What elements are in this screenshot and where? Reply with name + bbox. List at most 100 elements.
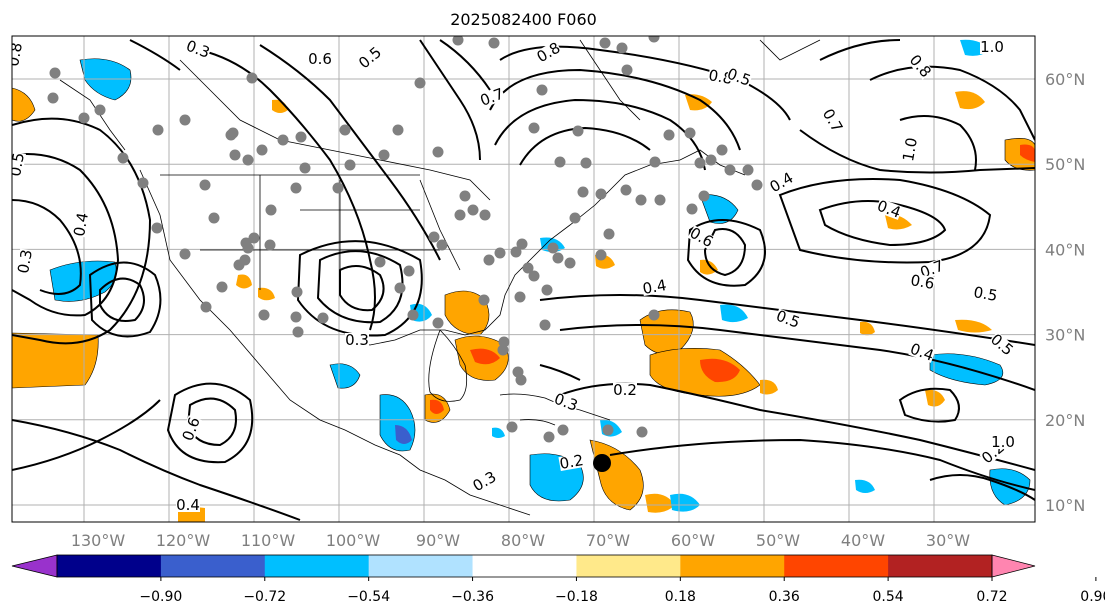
longitude-label: 80°W — [501, 531, 545, 550]
gray-dot — [78, 112, 90, 124]
gray-dot — [292, 326, 304, 338]
gray-dot — [208, 212, 220, 224]
gray-dot — [554, 156, 566, 168]
gray-dot — [49, 67, 61, 79]
colorbar-tick-label: 0.54 — [873, 589, 904, 605]
contour-label: 0.2 — [558, 451, 585, 473]
gray-dot — [295, 131, 307, 143]
gray-dot — [394, 282, 406, 294]
gray-dot — [137, 177, 149, 189]
gray-dot — [536, 84, 548, 96]
gray-dot — [403, 265, 415, 277]
gray-dot — [152, 124, 164, 136]
gray-dot — [528, 122, 540, 134]
gray-dot — [742, 164, 754, 176]
gray-dot — [620, 184, 632, 196]
gray-dot — [663, 129, 675, 141]
gray-dot — [488, 37, 500, 49]
contour-label: 0.8 — [4, 41, 26, 68]
colorbar-segment — [264, 555, 370, 577]
latitude-label: 20°N — [1045, 411, 1085, 430]
colorbar-arrow-left — [11, 554, 58, 578]
gray-dot — [227, 127, 239, 139]
gridlines — [12, 36, 1035, 522]
gray-dot — [299, 162, 311, 174]
colorbar-tick-label: 0.72 — [976, 589, 1007, 605]
gray-dot — [552, 252, 564, 264]
contour-label: 1.0 — [991, 433, 1015, 451]
gray-dot — [246, 72, 258, 84]
colorbar-segment — [57, 555, 162, 577]
gray-dot — [636, 426, 648, 438]
longitude-label: 110°W — [241, 531, 296, 550]
latitude-labels: 60°N 50°N 40°N 30°N 20°N 10°N — [1045, 70, 1085, 515]
gray-dot — [498, 336, 510, 348]
coastlines — [59, 39, 821, 516]
gray-dot — [528, 270, 540, 282]
gray-dot — [179, 248, 191, 260]
latitude-label: 10°N — [1045, 496, 1085, 515]
colorbar-tick-label: 0.18 — [665, 589, 696, 605]
contour-label: 0.6 — [909, 271, 936, 293]
gray-dot — [577, 186, 589, 198]
gray-dot — [478, 294, 490, 306]
gray-dot — [94, 104, 106, 116]
gray-dot — [248, 232, 260, 244]
contour-label: 0.6 — [308, 50, 332, 68]
gray-dot — [595, 249, 607, 261]
gray-dot — [603, 228, 615, 240]
contour-label: 0.3 — [14, 248, 36, 275]
gray-dot — [569, 212, 581, 224]
gray-dot — [506, 421, 518, 433]
colorbar-tick-label: 0.90 — [1080, 589, 1105, 605]
contour-label: 0.3 — [345, 331, 369, 349]
gray-dot — [510, 246, 522, 258]
gray-dot — [694, 157, 706, 169]
gray-dot — [459, 190, 471, 202]
latitude-label: 50°N — [1045, 155, 1085, 174]
large-black-dot — [593, 454, 611, 472]
gray-dot — [428, 231, 440, 243]
gray-dot — [436, 239, 448, 251]
gray-dot — [256, 144, 268, 156]
longitude-label: 50°W — [756, 531, 800, 550]
latitude-label: 30°N — [1045, 326, 1085, 345]
gray-dot — [716, 144, 728, 156]
gray-dot — [277, 134, 289, 146]
gray-dot — [229, 149, 241, 161]
longitude-label: 120°W — [156, 531, 211, 550]
gray-dot — [291, 286, 303, 298]
colorbar-segment — [680, 555, 785, 577]
gray-dot — [621, 64, 633, 76]
gray-dot — [635, 194, 647, 206]
latitude-label: 60°N — [1045, 70, 1085, 89]
gray-dot — [543, 431, 555, 443]
longitude-label: 40°W — [841, 531, 885, 550]
colorbar-segment — [784, 555, 889, 577]
shaded-areas — [12, 39, 1035, 522]
contour-label: 1.0 — [899, 136, 921, 163]
gray-dot — [564, 257, 576, 269]
colorbar: −0.90 −0.72 −0.54 −0.36 −0.18 0.18 0.36 0.54 0.7… — [11, 554, 1105, 605]
gray-dot — [432, 317, 444, 329]
colorbar-tick-label: −0.36 — [451, 589, 494, 605]
gray-dot — [648, 309, 660, 321]
gray-dot — [497, 344, 509, 356]
gray-dot — [339, 124, 351, 136]
colorbar-tick-label: 0.36 — [769, 589, 800, 605]
gray-dot — [414, 77, 426, 89]
contour-label: 0.5 — [6, 151, 28, 178]
gray-dot — [344, 159, 356, 171]
gray-dot — [332, 182, 344, 194]
gray-dot — [648, 36, 660, 43]
longitude-label: 90°W — [416, 531, 460, 550]
gray-dot — [572, 125, 584, 137]
station-markers — [47, 36, 763, 443]
longitude-label: 30°W — [926, 531, 970, 550]
colorbar-tick-label: −0.90 — [139, 589, 182, 605]
gray-dot — [539, 319, 551, 331]
gray-dot — [602, 424, 614, 436]
gray-dot — [654, 194, 666, 206]
contour-label: 0.4 — [176, 496, 200, 514]
